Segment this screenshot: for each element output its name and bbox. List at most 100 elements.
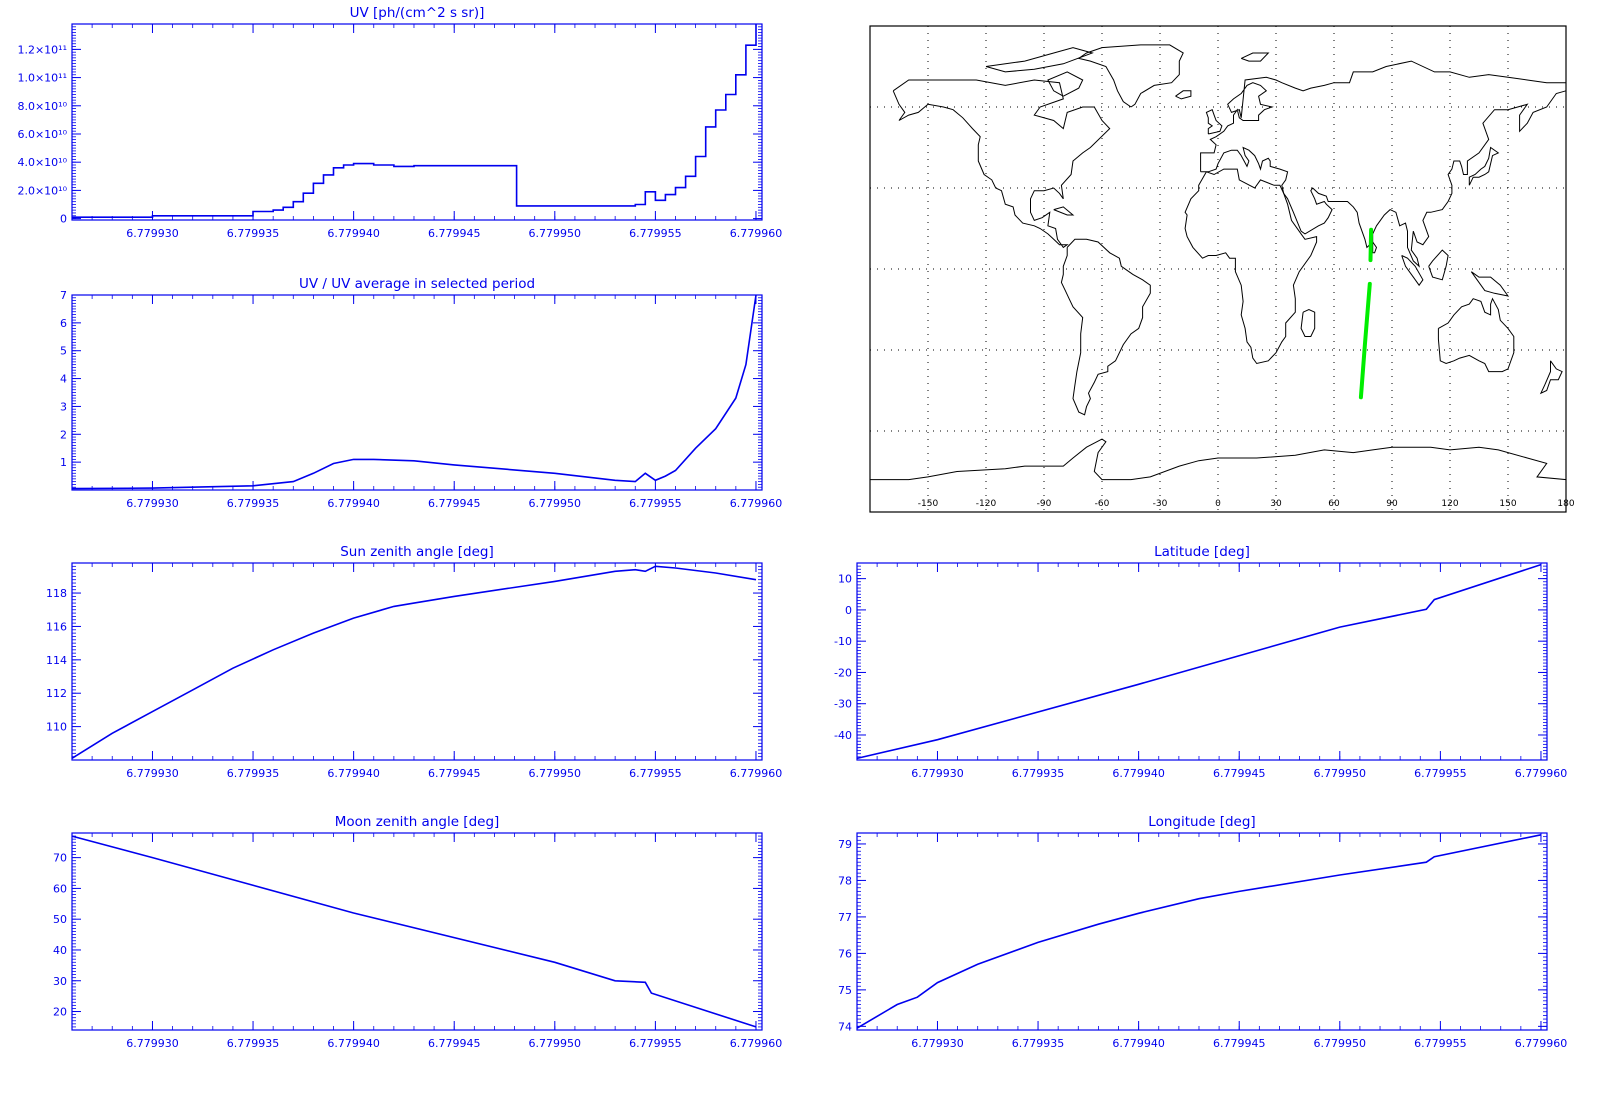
- y-tick-label: 0: [60, 213, 67, 226]
- moon-zenith-chart: Moon zenith angle [deg] 20 30 40 50 60 70 6.779…: [0, 810, 782, 1070]
- x-tick-label: 6.779930: [911, 767, 964, 780]
- chart-title: UV / UV average in selected period: [299, 276, 535, 292]
- plot-frame: [71, 562, 763, 761]
- x-tick-label: 6.779945: [428, 767, 481, 780]
- coastline-borneo: [1428, 249, 1449, 281]
- x-tick-label: 6.779950: [1314, 767, 1367, 780]
- coastline-indonesia: [1401, 255, 1424, 287]
- x-tick-label: 6.779940: [1112, 1037, 1165, 1050]
- chart-title: UV [ph/(cm^2 s sr)]: [350, 5, 485, 21]
- x-tick-label: 6.779930: [126, 1037, 179, 1050]
- coastline-japan: [1468, 146, 1500, 186]
- y-tick-label: -30: [834, 698, 852, 711]
- x-tick-label: 6.779950: [529, 227, 582, 240]
- map-frame: [869, 25, 1567, 513]
- coastline-africa: [1184, 168, 1318, 365]
- chart-title: Latitude [deg]: [1154, 544, 1250, 560]
- x-tick-label: 6.779935: [227, 227, 280, 240]
- y-tick-label: 2.0×10¹⁰: [17, 184, 67, 197]
- x-tick-label: 6.779950: [529, 497, 582, 510]
- map-longitude-label: -60: [1095, 499, 1110, 509]
- y-tick-label: -10: [834, 635, 852, 648]
- y-tick-label: 1.2×10¹¹: [17, 43, 67, 56]
- x-tick-label: 6.779930: [126, 767, 179, 780]
- x-tick-label: 6.779955: [629, 767, 682, 780]
- x-tick-label: 6.779935: [1012, 767, 1065, 780]
- latitude-plot: Latitude [deg] -40 -30 -20 -10 0 10 6.779930 6.7…: [834, 544, 1567, 780]
- longitude-chart: Longitude [deg] 74 75 76 77 78 79 6.779930 6.779…: [785, 810, 1600, 1070]
- y-tick-label: 6.0×10¹⁰: [17, 128, 67, 141]
- x-tick-label: 6.779945: [428, 1037, 481, 1050]
- x-tick-label: 6.779950: [529, 767, 582, 780]
- coastline-new-guinea: [1470, 271, 1510, 297]
- coastline-cuba: [1053, 206, 1075, 216]
- uv-ratio-plot: UV / UV average in selected period 1 2 3 4 5 6…: [60, 276, 783, 510]
- coastline-madagascar: [1300, 308, 1316, 337]
- map-longitude-label: 60: [1328, 499, 1340, 509]
- uv-ratio-chart: UV / UV average in selected period 1 2 3 4 5 6…: [0, 270, 783, 530]
- x-tick-label: 6.779940: [327, 767, 380, 780]
- x-tick-label: 6.779945: [428, 227, 481, 240]
- x-tick-label: 6.779955: [1414, 767, 1467, 780]
- x-tick-label: 6.779935: [227, 497, 280, 510]
- y-tick-label: 114: [46, 654, 67, 667]
- y-tick-label: 5: [60, 345, 67, 358]
- x-tick-label: 6.779950: [529, 1037, 582, 1050]
- x-tick-label: 6.779945: [428, 497, 481, 510]
- map-longitude-label: 0: [1215, 499, 1221, 509]
- x-tick-label: 6.779935: [227, 1037, 280, 1050]
- y-tick-label: 70: [53, 852, 67, 865]
- plot-frame: [71, 832, 763, 1031]
- y-tick-label: 112: [46, 687, 67, 700]
- coastline-new-zealand: [1539, 360, 1563, 395]
- coastline-australia: [1437, 297, 1515, 373]
- x-tick-label: 6.779930: [911, 1037, 964, 1050]
- x-tick-label: 6.779955: [629, 1037, 682, 1050]
- x-tick-label: 6.779950: [1314, 1037, 1367, 1050]
- plot-frame: [856, 832, 1548, 1031]
- x-tick-label: 6.779940: [1112, 767, 1165, 780]
- y-tick-label: 8.0×10¹⁰: [17, 100, 67, 113]
- y-tick-label: 79: [838, 838, 852, 851]
- y-tick-label: 30: [53, 975, 67, 988]
- x-tick-label: 6.779935: [227, 767, 280, 780]
- satellite-track: [1358, 281, 1372, 400]
- map-longitude-label: 90: [1386, 499, 1398, 509]
- y-tick-label: -20: [834, 666, 852, 679]
- sun-zenith-chart: Sun zenith angle [deg] 110 112 114 116 118 6.7…: [0, 540, 783, 800]
- y-tick-label: 20: [53, 1006, 67, 1019]
- x-tick-label: 6.779960: [1515, 1037, 1568, 1050]
- map-longitude-label: 30: [1270, 499, 1282, 509]
- coastline-north-america: [892, 79, 1111, 249]
- coastline-baffin: [1047, 71, 1084, 97]
- y-tick-label: 40: [53, 944, 67, 957]
- x-tick-label: 6.779940: [327, 227, 380, 240]
- map-longitude-label: -90: [1037, 499, 1052, 509]
- y-tick-label: 116: [46, 620, 67, 633]
- y-tick-label: 78: [838, 874, 852, 887]
- y-tick-label: 3: [60, 400, 67, 413]
- map-longitude-label: -120: [976, 499, 997, 509]
- x-tick-label: 6.779940: [327, 497, 380, 510]
- y-tick-label: 1.0×10¹¹: [17, 72, 67, 85]
- uv-flux-plot: UV [ph/(cm^2 s sr)] 0 2.0×10¹⁰ 4.0×10¹⁰ 6.0×…: [17, 5, 782, 240]
- y-tick-label: 6: [60, 317, 67, 330]
- coastline-iceland: [1175, 90, 1192, 100]
- y-tick-label: 60: [53, 882, 67, 895]
- y-tick-label: 76: [838, 947, 852, 960]
- series-line: [71, 835, 757, 1028]
- series-line: [71, 294, 757, 490]
- map-longitude-label: 150: [1499, 499, 1516, 509]
- x-tick-label: 6.779960: [730, 497, 783, 510]
- y-tick-label: 7: [60, 289, 67, 302]
- moon-zenith-plot: Moon zenith angle [deg] 20 30 40 50 60 70 6.779…: [53, 814, 782, 1050]
- map-longitude-label: -30: [1153, 499, 1168, 509]
- series-line: [856, 834, 1542, 1029]
- map-longitude-label: 120: [1441, 499, 1458, 509]
- x-tick-label: 6.779955: [629, 497, 682, 510]
- y-tick-label: 2: [60, 428, 67, 441]
- series-line: [856, 563, 1542, 760]
- x-tick-label: 6.779960: [730, 767, 783, 780]
- coastline-eurasia-africa: [1200, 60, 1567, 268]
- y-tick-label: 4: [60, 373, 67, 386]
